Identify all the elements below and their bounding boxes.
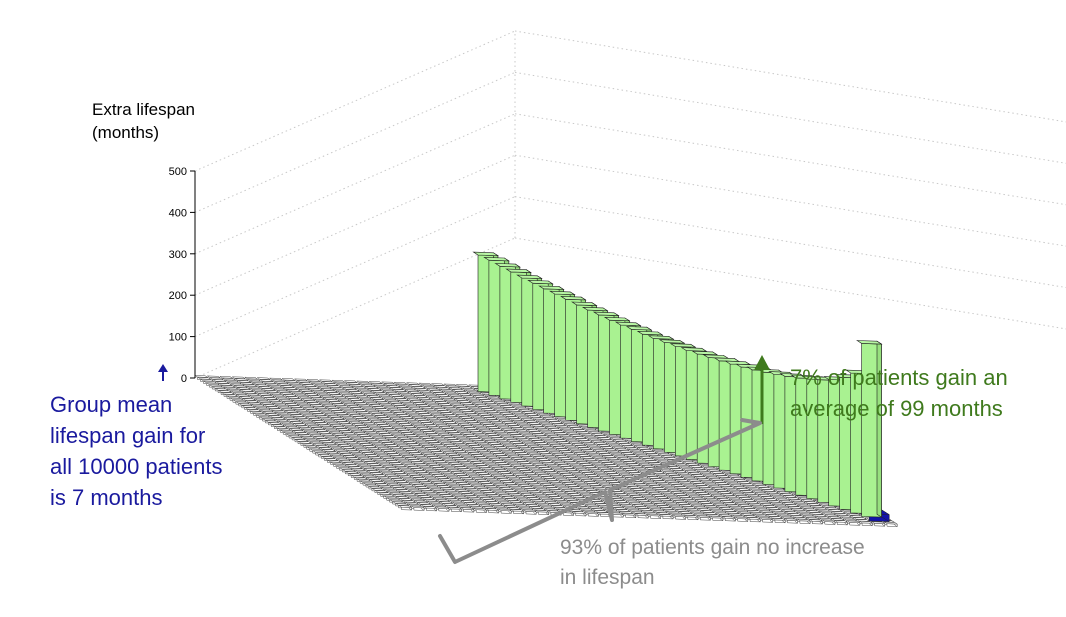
floor-cell-top — [444, 384, 457, 386]
gridline — [515, 155, 1066, 252]
floor-cell-top — [357, 381, 370, 383]
gridline — [515, 72, 1066, 169]
floor-cell-top — [270, 378, 283, 380]
gridline — [195, 197, 515, 337]
floor-cell-top — [332, 380, 345, 382]
gridline — [195, 114, 515, 254]
floor-cell-top — [369, 381, 382, 383]
floor-cell-top — [232, 377, 245, 379]
floor-cell-top — [207, 376, 220, 378]
floor-cell-top — [195, 376, 208, 378]
floor-cell-top — [407, 383, 420, 385]
floor-cell-top — [419, 383, 432, 385]
floor-cell-top — [220, 376, 233, 378]
floor-cell-top — [382, 382, 395, 384]
floor-cell-top — [257, 378, 270, 380]
floor-cell-top — [456, 384, 469, 386]
floor-cell-top — [394, 382, 407, 384]
floor-cell-top — [432, 384, 445, 386]
gridline — [195, 155, 515, 295]
gridline — [195, 31, 515, 171]
gridline — [195, 72, 515, 212]
gridline — [515, 197, 1066, 294]
floor-cell-top — [320, 380, 333, 382]
gridline — [515, 114, 1066, 211]
floor-cell-top — [282, 379, 295, 381]
floor-cell-top — [245, 377, 258, 379]
gridline — [515, 31, 1066, 128]
floor-cell-top — [344, 381, 357, 383]
gridline — [195, 238, 515, 378]
floor-cell-top — [295, 379, 308, 381]
floor-cell-top — [307, 379, 320, 381]
